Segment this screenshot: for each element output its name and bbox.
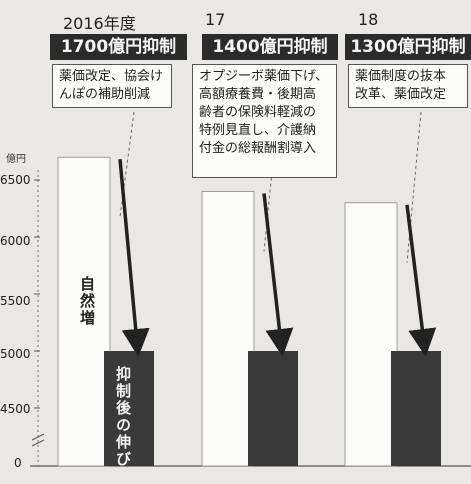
post-restraint-bar — [104, 351, 154, 466]
natural-increase-bar — [57, 156, 111, 467]
bar-label-after: 抑制後の伸び — [114, 366, 132, 468]
post-restraint-bar — [391, 351, 441, 466]
post-restraint-bar — [248, 351, 298, 466]
y-axis-unit: 億円 — [6, 154, 26, 165]
bar-label-natural: 自然増 — [78, 276, 96, 327]
note-leader-line — [406, 111, 422, 263]
note-17: オプジーボ薬価下げ、 高額療養費・後期高 齢者の保険料軽減の 特例見直し、介護納… — [192, 64, 337, 178]
reduction-banner-2016: 1700億円抑制 — [50, 34, 187, 60]
natural-increase-bar — [344, 202, 398, 467]
note-2016: 薬価改定、協会け んぽの補助削減 — [52, 64, 172, 108]
reduction-banner-17: 1400億円抑制 — [202, 34, 338, 60]
year-label-17: 17 — [205, 10, 226, 29]
y-tick-label: 0 — [14, 456, 22, 470]
year-label-2016: 2016年度 — [63, 14, 136, 33]
axis-break — [31, 433, 45, 447]
y-tick-label: 6500 — [0, 173, 31, 187]
note-18: 薬価制度の抜本 改革、薬価改定 — [348, 64, 468, 108]
y-tick-label: 5500 — [0, 294, 31, 308]
natural-increase-bar — [201, 190, 255, 467]
year-label-18: 18 — [358, 10, 379, 29]
y-tick-label: 5000 — [0, 347, 31, 361]
reduction-arrow — [262, 193, 294, 357]
reduction-arrow — [118, 159, 150, 357]
y-tick-label: 6000 — [0, 234, 31, 248]
reduction-banner-18: 1300億円抑制 — [345, 34, 471, 60]
y-tick-label: 4500 — [0, 402, 31, 416]
reduction-arrow — [405, 204, 437, 357]
